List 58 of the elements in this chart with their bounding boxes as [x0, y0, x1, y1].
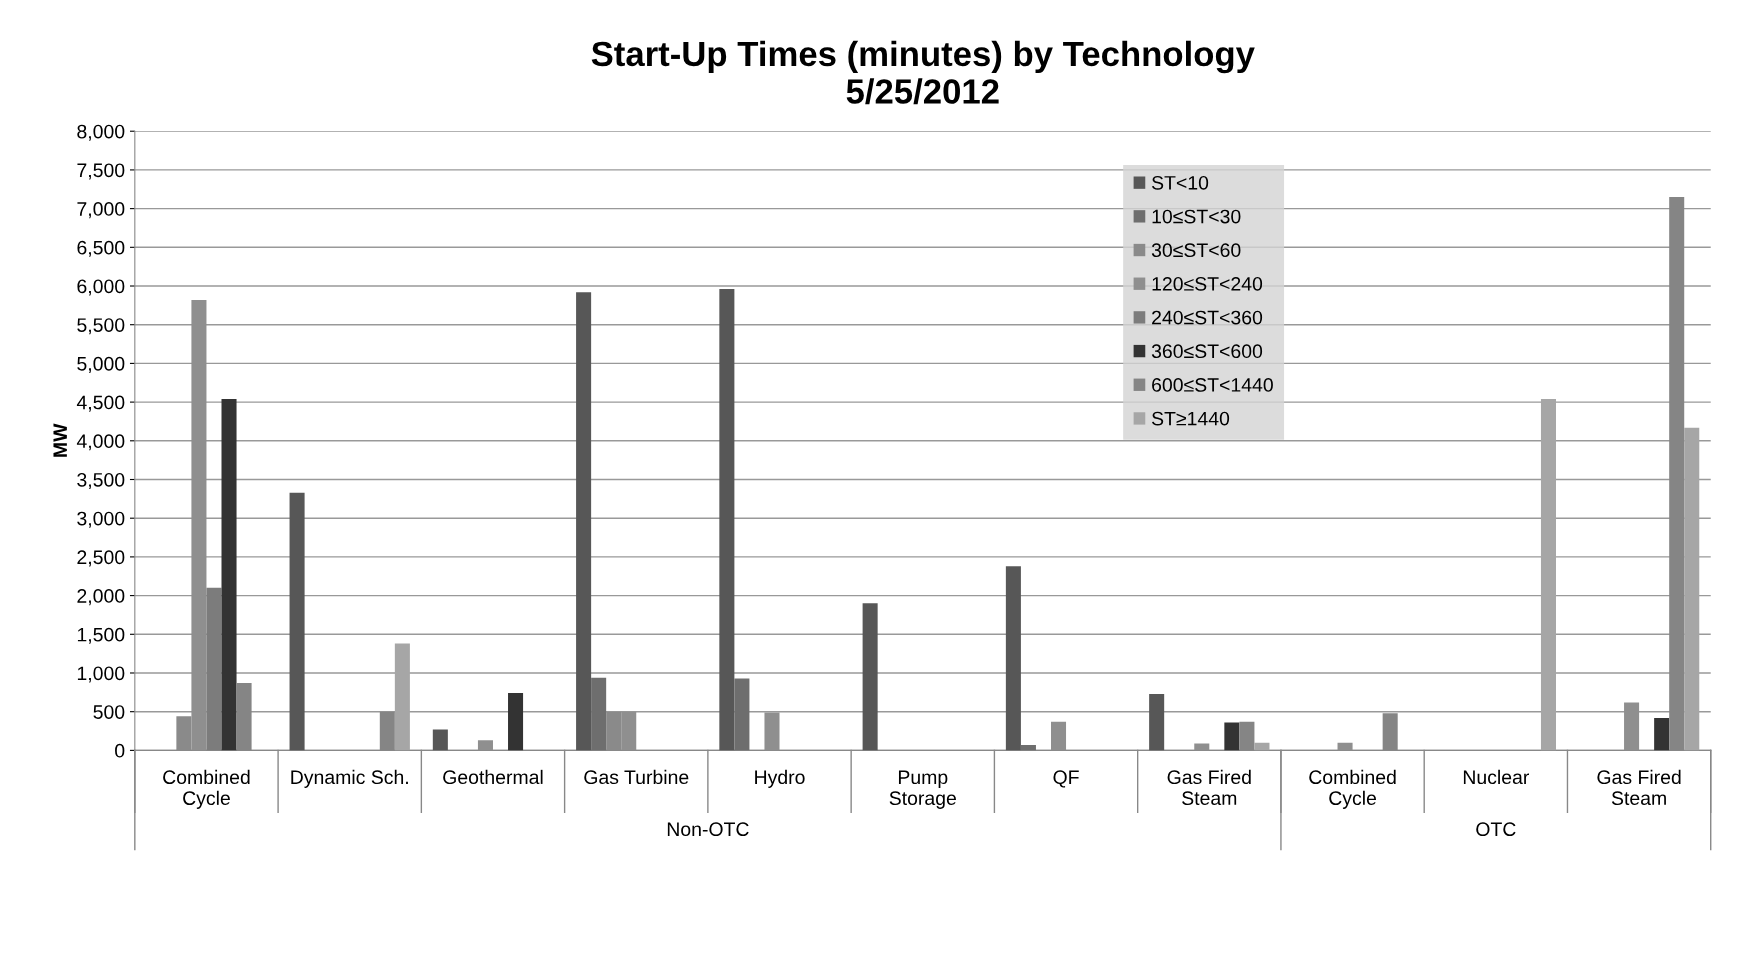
- bar: [508, 693, 524, 751]
- legend-label: 30≤ST<60: [1151, 243, 1241, 258]
- bar: [1224, 722, 1240, 751]
- y-tick-label: 1,500: [77, 627, 125, 644]
- y-tick-label: 3,500: [77, 472, 125, 490]
- bar: [432, 729, 448, 751]
- bar: [591, 677, 607, 751]
- bar: [1020, 744, 1036, 751]
- legend-label: 240≤ST<360: [1152, 310, 1263, 325]
- y-tick-label: 2,500: [77, 550, 125, 567]
- bar: [719, 289, 735, 751]
- y-tick-label: 5,000: [77, 356, 125, 373]
- x-tick-label: Nuclear: [1463, 769, 1530, 785]
- bar: [289, 492, 305, 751]
- bar: [862, 603, 878, 751]
- bar: [1254, 742, 1270, 751]
- legend-label: ST≥1440: [1151, 411, 1230, 426]
- y-tick-label: 3,000: [77, 511, 125, 528]
- y-tick-label: 7,000: [77, 202, 125, 219]
- x-tick-label: Dynamic Sch.: [291, 769, 408, 788]
- y-tick-label: 6,000: [77, 279, 125, 296]
- bar: [576, 292, 592, 751]
- legend-label: 360≤ST<600: [1151, 344, 1263, 359]
- x-tick-label: Gas Fired Steam: [1597, 769, 1681, 806]
- text: Non-OTC: [667, 822, 749, 837]
- y-tick-label: 5,500: [77, 318, 125, 335]
- bar: [734, 678, 750, 751]
- legend-label: ST<10: [1151, 175, 1209, 190]
- chart-title: Start-Up Times (minutes) by Technology 5/25/2012: [591, 40, 1255, 105]
- legend-label: 10≤ST<30: [1152, 209, 1241, 224]
- bar: [394, 643, 410, 751]
- y-axis-title: MW: [53, 423, 67, 457]
- legend-label: 120≤ST<240: [1152, 276, 1263, 291]
- x-tick-label: Pump Storage: [889, 770, 956, 809]
- x-tick-label: Gas Fired Steam: [1167, 769, 1251, 806]
- y-tick-label: 8,000: [77, 124, 125, 141]
- y-tick-label: 0: [115, 743, 125, 758]
- x-tick-label: QF: [1053, 770, 1079, 788]
- x-tick-label: Gas Turbine: [584, 769, 689, 785]
- y-tick-label: 500: [93, 705, 125, 719]
- x-tick-label: Combined Cycle: [1309, 769, 1396, 809]
- y-tick-label: 4,000: [76, 434, 125, 451]
- y-tick-label: 6,500: [77, 240, 125, 257]
- y-tick-label: 1,000: [77, 666, 125, 683]
- x-tick-label: Combined Cycle: [163, 769, 250, 809]
- x-tick-label: Hydro: [755, 769, 805, 788]
- text: OTC: [1476, 822, 1516, 837]
- bar: [1149, 693, 1165, 751]
- y-tick-label: 7,500: [77, 163, 125, 180]
- bar: [1005, 566, 1021, 751]
- legend-label: 600≤ST<1440: [1152, 378, 1273, 392]
- bar: [1540, 399, 1556, 751]
- bar: [1654, 717, 1670, 751]
- x-tick-label: Geothermal: [443, 769, 543, 785]
- bar: [221, 399, 237, 751]
- y-tick-label: 2,000: [77, 589, 125, 606]
- bar: [1684, 427, 1700, 751]
- y-tick-label: 4,500: [76, 395, 125, 412]
